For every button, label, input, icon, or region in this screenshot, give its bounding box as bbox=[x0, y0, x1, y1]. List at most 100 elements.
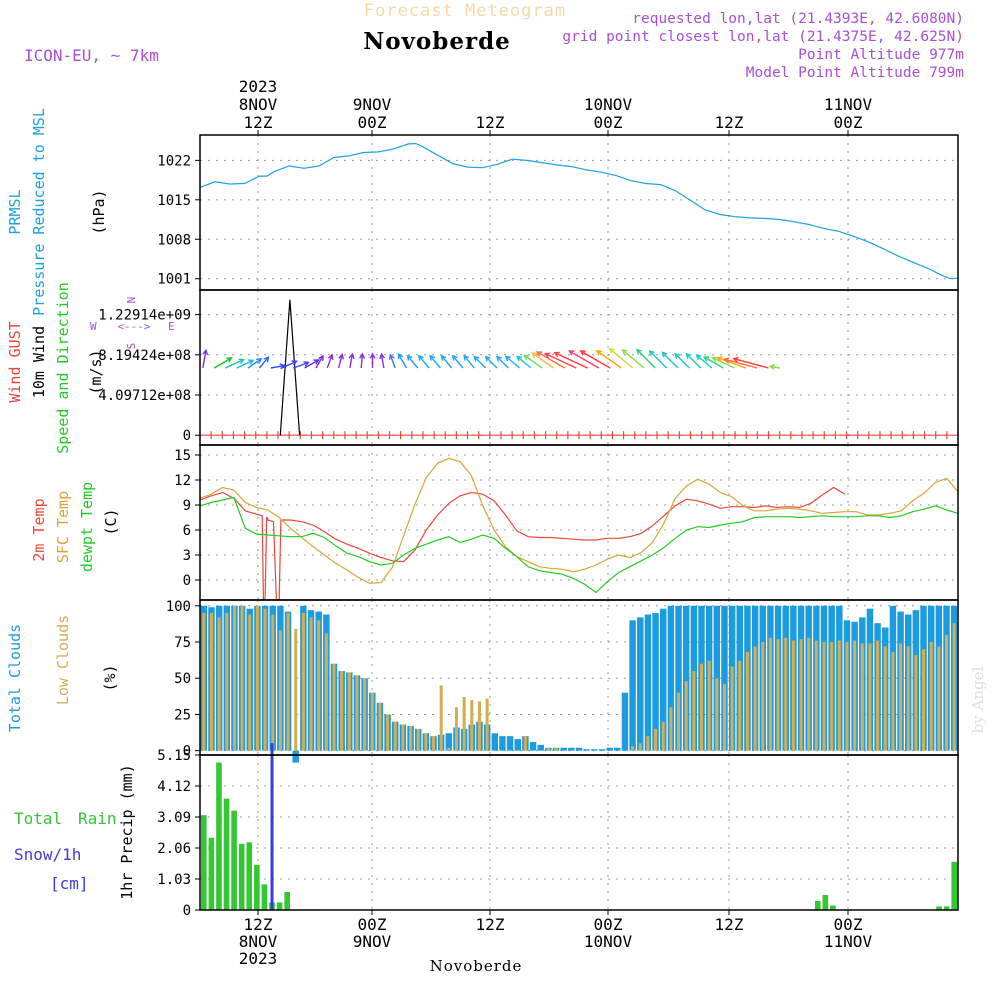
time-label-bottom: 2023 bbox=[239, 949, 278, 968]
total-cloud-bar bbox=[621, 692, 629, 751]
time-label-top: 12Z bbox=[244, 113, 273, 132]
low-cloud-bar bbox=[899, 643, 903, 751]
wind-arrowhead bbox=[608, 347, 615, 354]
panel-frame bbox=[199, 289, 959, 446]
compass-west: W bbox=[90, 320, 97, 333]
rain-bar bbox=[951, 861, 957, 910]
wind-arrow bbox=[225, 358, 244, 369]
low-cloud-bar bbox=[768, 637, 772, 751]
time-label-bottom: 10NOV bbox=[584, 932, 633, 951]
y-tick-label: 1.22914e+09 bbox=[98, 308, 191, 324]
dewpt-line bbox=[199, 496, 959, 594]
low-cloud-bar bbox=[278, 630, 282, 751]
low-cloud-bar bbox=[952, 623, 956, 751]
low-cloud-bar bbox=[324, 633, 328, 751]
total-cloud-bar bbox=[499, 736, 506, 751]
low-cloud-bar bbox=[715, 678, 719, 751]
low-cloud-bar bbox=[822, 642, 826, 751]
low-cloud-bar bbox=[217, 617, 221, 751]
wind-arrow bbox=[452, 355, 464, 369]
wind-arrow bbox=[247, 358, 262, 369]
wind-arrowhead bbox=[318, 354, 324, 361]
wind-arrowhead bbox=[695, 354, 702, 361]
total-cloud-bar bbox=[614, 747, 621, 751]
total-cloud-bar bbox=[292, 750, 299, 763]
wind-arrow bbox=[236, 359, 254, 369]
wind-arrow bbox=[505, 355, 521, 369]
low-cloud-bar bbox=[860, 643, 864, 751]
rain-bar bbox=[216, 762, 222, 910]
wind-arrowhead bbox=[621, 349, 628, 355]
total-cloud-bar bbox=[713, 605, 721, 751]
wind-arrow bbox=[712, 357, 735, 369]
total-cloud-bar bbox=[514, 739, 521, 751]
wind-arrowhead bbox=[568, 350, 575, 356]
wind-arrow bbox=[609, 348, 634, 369]
low-cloud-bar bbox=[286, 613, 290, 751]
y-tick-label: 1008 bbox=[157, 232, 191, 248]
total-cloud-bar bbox=[606, 747, 613, 751]
wind-arrowhead bbox=[440, 354, 447, 361]
compass-north: N bbox=[125, 297, 138, 304]
grid-layer bbox=[200, 135, 958, 911]
wind-arrow bbox=[360, 353, 364, 369]
low-cloud-bar bbox=[271, 614, 275, 751]
wind-arrowhead bbox=[648, 349, 655, 357]
y-tick-label: 1015 bbox=[157, 193, 191, 209]
time-label-top: 10NOV bbox=[584, 95, 633, 114]
wind-arrowhead bbox=[531, 352, 538, 358]
snow-label: Snow/1h bbox=[14, 845, 81, 864]
total-cloud-bar bbox=[537, 744, 544, 751]
total-cloud-bar bbox=[560, 747, 567, 751]
low-cloud-bar bbox=[654, 728, 658, 751]
wind-unit: (m/s) bbox=[87, 349, 105, 394]
rain-bar bbox=[246, 842, 253, 910]
wind-arrowhead bbox=[473, 355, 480, 362]
low-cloud-bar bbox=[409, 726, 413, 751]
wind-arrow bbox=[674, 353, 690, 369]
low-cloud-bar bbox=[248, 614, 252, 751]
low-cloud-bar bbox=[240, 605, 244, 751]
time-label-bottom: 00Z bbox=[594, 915, 623, 934]
time-label-bottom: 9NOV bbox=[353, 932, 392, 951]
wind-arrow bbox=[429, 355, 441, 369]
rain-bar bbox=[201, 815, 207, 910]
wind-arrowhead bbox=[451, 354, 458, 361]
data-layer bbox=[199, 142, 959, 910]
total-rain-label-2: Rain bbox=[78, 809, 117, 828]
y-tick-label: 0 bbox=[183, 903, 191, 919]
wind-arrow bbox=[703, 356, 724, 369]
wind-arrowhead bbox=[523, 354, 530, 361]
total-cloud-bar bbox=[445, 733, 453, 751]
wind-arrow bbox=[717, 357, 747, 369]
low-cloud-bar bbox=[386, 714, 390, 751]
wind-arrowhead bbox=[388, 353, 395, 360]
compass-east: E bbox=[168, 320, 175, 333]
chart-title: Forecast Meteogram bbox=[364, 1, 566, 21]
credit-watermark: by Angel bbox=[969, 666, 987, 733]
low-cloud-bar bbox=[232, 605, 236, 751]
wind-arrow bbox=[315, 355, 324, 369]
low-cloud-bar bbox=[868, 643, 872, 751]
total-cloud-bar bbox=[591, 749, 598, 751]
y-tick-label: 12 bbox=[174, 473, 191, 489]
low-cloud-bar bbox=[202, 613, 206, 751]
low-cloud-bar bbox=[891, 652, 895, 751]
wind-arrowhead bbox=[397, 352, 404, 360]
wind-arrowhead bbox=[661, 351, 668, 358]
low-cloud-bar bbox=[523, 736, 527, 751]
low-cloud-bar bbox=[914, 655, 918, 751]
low-cloud-bar bbox=[638, 743, 642, 751]
wind-arrow bbox=[545, 352, 577, 369]
low-cloud-bar bbox=[255, 605, 259, 751]
y-tick-label: 3 bbox=[183, 548, 191, 564]
rain-bar bbox=[822, 894, 829, 910]
grid-point-location: grid point closest lon,lat (21.4375E, 42… bbox=[562, 29, 964, 45]
wind-arrow bbox=[596, 350, 622, 369]
pressure-unit: (hPa) bbox=[90, 189, 108, 234]
wind-arrowhead bbox=[429, 354, 436, 361]
low-cloud-bar bbox=[876, 640, 880, 751]
low-cloud-bar bbox=[799, 639, 803, 751]
wind-arrow bbox=[536, 351, 566, 369]
